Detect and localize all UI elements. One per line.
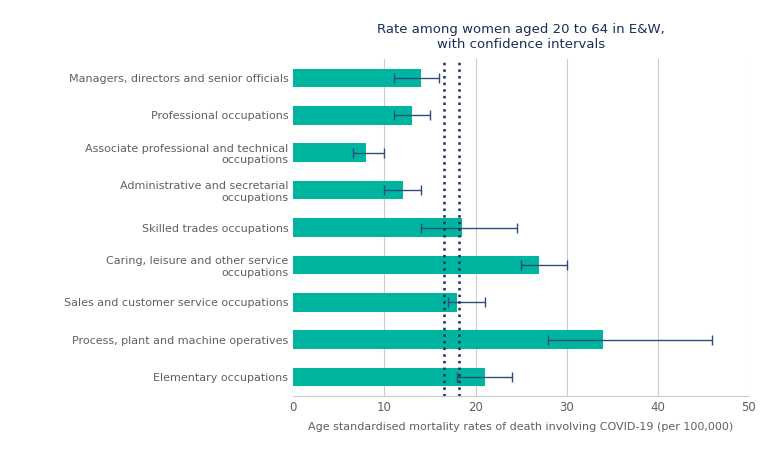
Bar	[293, 218, 462, 237]
Bar	[293, 330, 603, 349]
Bar	[293, 69, 421, 87]
X-axis label: Age standardised mortality rates of death involving COVID-19 (per 100,000): Age standardised mortality rates of deat…	[309, 422, 733, 432]
Bar	[293, 293, 457, 312]
Title: Rate among women aged 20 to 64 in E&W,
with confidence intervals: Rate among women aged 20 to 64 in E&W, w…	[378, 23, 665, 51]
Bar	[293, 106, 411, 125]
Bar	[293, 256, 540, 274]
Bar	[293, 181, 403, 199]
Bar	[293, 368, 485, 386]
Bar	[293, 143, 366, 162]
